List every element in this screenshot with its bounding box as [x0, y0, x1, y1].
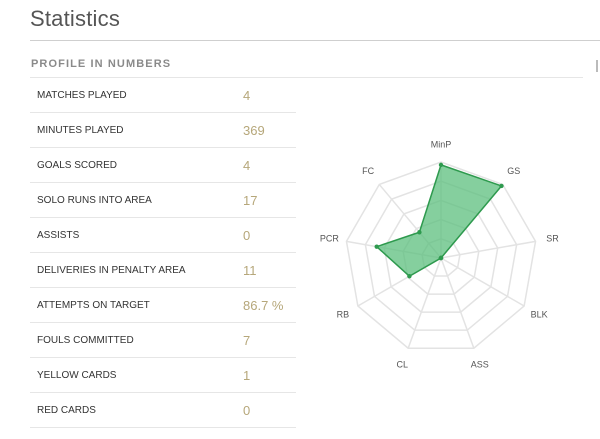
stat-value: 1	[243, 367, 251, 383]
stat-row-yellow-cards: YELLOW CARDS 1	[30, 358, 296, 393]
radar-point-pcr	[374, 244, 379, 249]
section-title: PROFILE IN NUMBERS	[31, 58, 172, 70]
stat-label: ASSISTS	[37, 229, 80, 241]
stat-row-minutes-played: MINUTES PLAYED 369	[30, 113, 296, 148]
stat-row-fouls-committed: FOULS COMMITTED 7	[30, 323, 296, 358]
stat-row-attempts-on-target: ATTEMPTS ON TARGET 86.7 %	[30, 288, 296, 323]
stat-value: 369	[243, 122, 265, 138]
radar-grid-ring	[383, 199, 499, 313]
radar-point-minp	[438, 162, 444, 168]
stat-label: YELLOW CARDS	[37, 369, 117, 381]
radar-point-fc	[417, 230, 422, 235]
radar-axis-label-rb: RB	[337, 310, 350, 320]
radar-grid-ring	[345, 161, 537, 349]
section-divider	[30, 77, 583, 78]
stat-row-goals-scored: GOALS SCORED 4	[30, 148, 296, 183]
stat-value: 17	[243, 192, 258, 208]
stat-label: GOALS SCORED	[37, 159, 118, 171]
stat-label: ATTEMPTS ON TARGET	[37, 299, 150, 311]
radar-point-rb	[407, 274, 412, 279]
radar-axis-label-blk: BLK	[531, 310, 548, 320]
stat-label: RED CARDS	[37, 404, 96, 416]
stat-value: 7	[243, 332, 251, 348]
radar-axis-label-fc: FC	[362, 166, 374, 176]
stat-label: MINUTES PLAYED	[37, 124, 124, 136]
stat-label: DELIVERIES IN PENALTY AREA	[37, 264, 186, 276]
radar-chart: MinP GS SR BLK ASS CL RB PCR FC	[320, 140, 559, 370]
stat-row-assists: ASSISTS 0	[30, 218, 296, 253]
radar-axis-label-sr: SR	[546, 233, 559, 243]
page-title: Statistics	[30, 6, 121, 31]
stat-row-solo-runs: SOLO RUNS INTO AREA 17	[30, 183, 296, 218]
stat-value: 11	[243, 262, 257, 278]
stat-row-matches-played: MATCHES PLAYED 4	[30, 78, 296, 113]
radar-axis-label-cl: CL	[396, 359, 408, 369]
radar-axis-label-minp: MinP	[431, 140, 452, 150]
stat-value: 86.7 %	[243, 297, 284, 313]
stat-label: FOULS COMMITTED	[37, 334, 134, 346]
radar-grid-ring	[364, 180, 518, 331]
radar-series-area	[375, 163, 503, 278]
radar-spoke	[440, 257, 525, 307]
radar-axis-label-gs: GS	[507, 166, 520, 176]
radar-point-gs	[499, 183, 504, 189]
title-divider	[30, 40, 600, 41]
stat-label: MATCHES PLAYED	[37, 89, 127, 101]
side-panel-edge	[596, 60, 598, 72]
stat-row-deliveries: DELIVERIES IN PENALTY AREA 11	[30, 253, 296, 288]
radar-axis-label-pcr: PCR	[320, 233, 340, 243]
stats-table: MATCHES PLAYED 4 MINUTES PLAYED 369 GOAL…	[30, 78, 296, 428]
radar-spoke	[440, 257, 475, 349]
stat-value: 4	[243, 157, 251, 173]
stat-value: 4	[243, 87, 251, 103]
radar-spoke	[407, 257, 442, 349]
radar-point-cl	[438, 255, 444, 261]
stat-label: SOLO RUNS INTO AREA	[37, 194, 152, 206]
stat-row-red-cards: RED CARDS 0	[30, 393, 296, 428]
stat-value: 0	[243, 402, 251, 418]
stat-value: 0	[243, 227, 251, 243]
radar-axis-label-ass: ASS	[471, 359, 489, 369]
radar-spoke	[440, 240, 536, 259]
